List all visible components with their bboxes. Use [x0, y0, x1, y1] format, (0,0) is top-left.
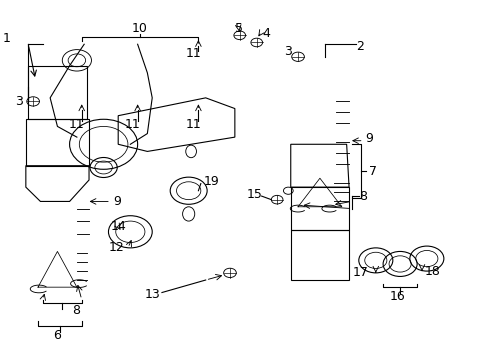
Text: 3: 3	[284, 45, 292, 58]
Text: 17: 17	[352, 266, 368, 279]
Text: 6: 6	[53, 329, 61, 342]
Text: 11: 11	[185, 118, 201, 131]
Text: 13: 13	[144, 288, 161, 301]
Text: 8: 8	[72, 304, 80, 317]
Text: 5: 5	[234, 22, 242, 35]
Text: 3: 3	[15, 95, 22, 108]
Text: 2: 2	[356, 40, 364, 53]
Text: 10: 10	[132, 22, 148, 35]
Text: 14: 14	[111, 220, 126, 233]
Text: 15: 15	[246, 188, 263, 201]
Text: 9: 9	[365, 132, 372, 145]
Text: 7: 7	[368, 165, 376, 177]
Text: 9: 9	[113, 195, 121, 208]
Text: 18: 18	[424, 265, 439, 278]
Text: 16: 16	[389, 289, 405, 303]
Text: 4: 4	[262, 27, 270, 40]
Text: 12: 12	[108, 241, 124, 255]
Text: 19: 19	[203, 175, 219, 188]
Text: 11: 11	[185, 47, 201, 60]
Text: 11: 11	[124, 118, 141, 131]
Text: 1: 1	[2, 32, 10, 45]
Text: 11: 11	[69, 118, 84, 131]
Text: 8: 8	[358, 190, 366, 203]
